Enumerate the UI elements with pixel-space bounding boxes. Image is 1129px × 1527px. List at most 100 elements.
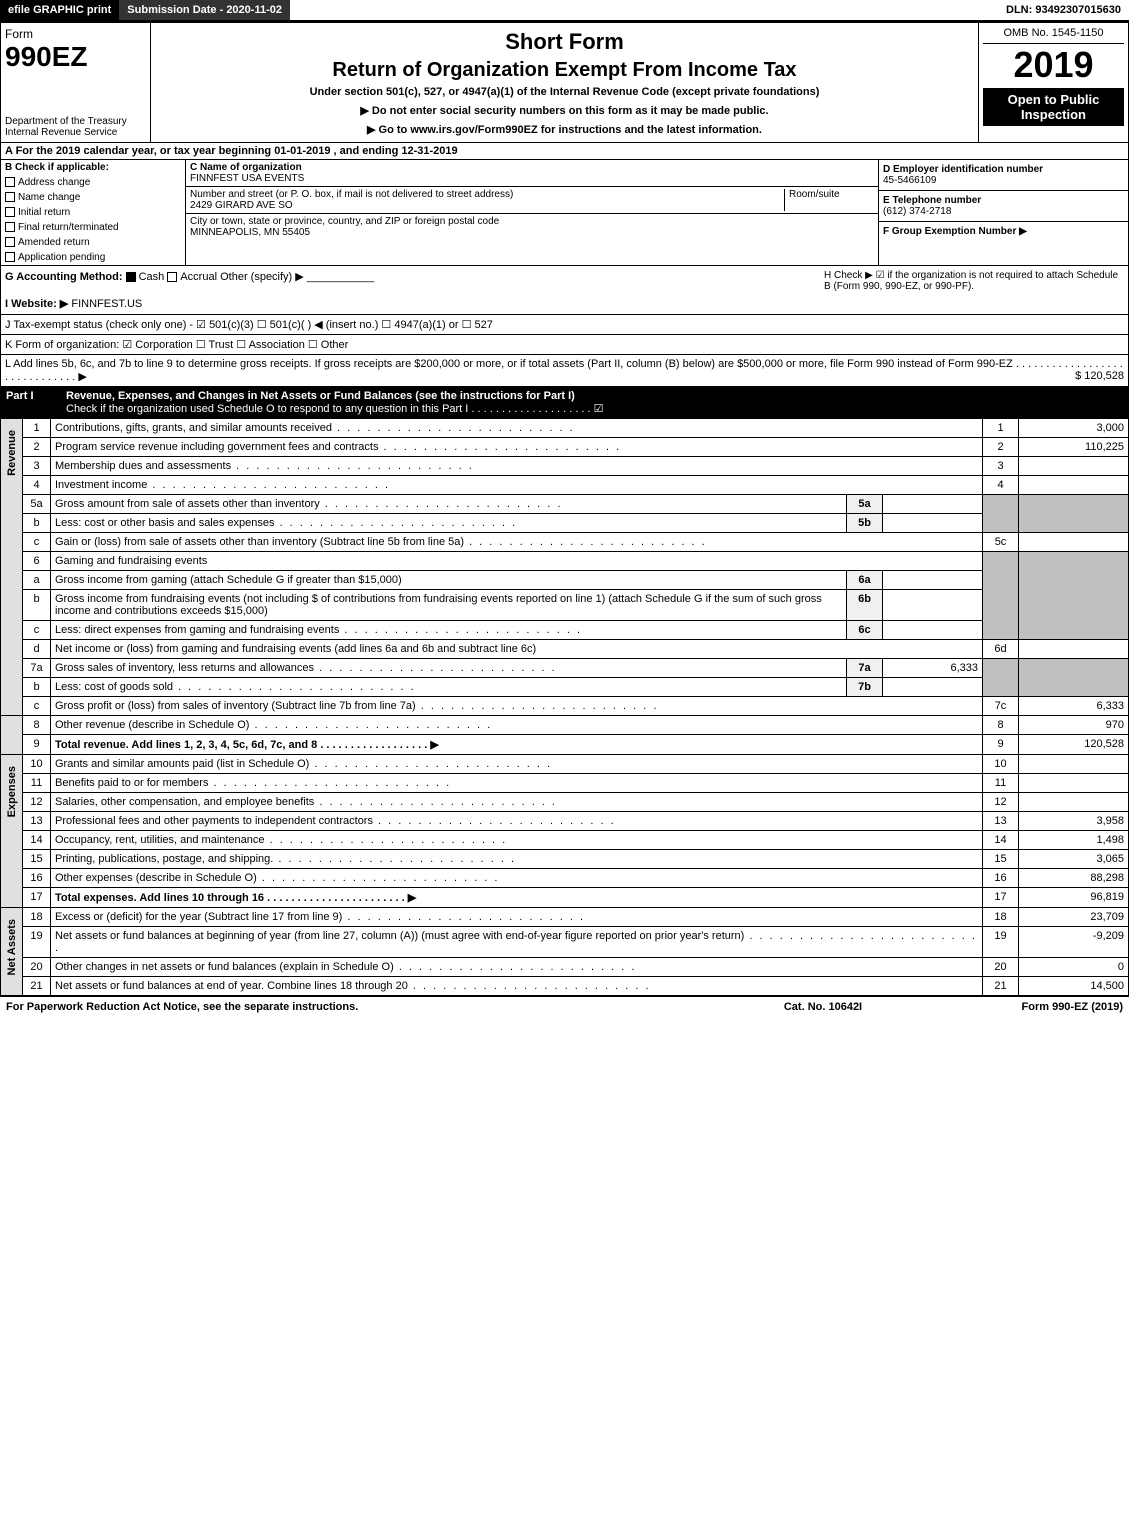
line-18-num: 18 xyxy=(23,908,51,927)
line-7b-desc: Less: cost of goods sold xyxy=(51,678,847,697)
cb-name-change[interactable]: Name change xyxy=(1,190,185,205)
line-15-num: 15 xyxy=(23,850,51,869)
line-7a-subval: 6,333 xyxy=(883,659,983,678)
line-1-desc: Contributions, gifts, grants, and simila… xyxy=(51,419,983,438)
d-label: D Employer identification number xyxy=(883,164,1043,175)
line-10-desc: Grants and similar amounts paid (list in… xyxy=(51,755,983,774)
room-label: Room/suite xyxy=(789,189,840,200)
line-6b-desc: Gross income from fundraising events (no… xyxy=(51,590,847,621)
city-label: City or town, state or province, country… xyxy=(190,216,499,227)
line-5ab-greynum xyxy=(983,495,1019,533)
line-7a-desc: Gross sales of inventory, less returns a… xyxy=(51,659,847,678)
line-16-amt: 88,298 xyxy=(1019,869,1129,888)
line-3-amt xyxy=(1019,457,1129,476)
expenses-side-label: Expenses xyxy=(1,755,23,908)
line-4-boxnum: 4 xyxy=(983,476,1019,495)
line-16-num: 16 xyxy=(23,869,51,888)
cb-amended-return[interactable]: Amended return xyxy=(1,235,185,250)
line-12-boxnum: 12 xyxy=(983,793,1019,812)
line-3-boxnum: 3 xyxy=(983,457,1019,476)
line-20-desc: Other changes in net assets or fund bala… xyxy=(51,958,983,977)
open-public: Open to Public Inspection xyxy=(983,88,1124,126)
row-j: J Tax-exempt status (check only one) - ☑… xyxy=(0,315,1129,335)
line-6a-sub: 6a xyxy=(847,571,883,590)
box-def: D Employer identification number 45-5466… xyxy=(878,160,1128,265)
part-1-header: Part I Revenue, Expenses, and Changes in… xyxy=(0,387,1129,418)
line-5a-subval xyxy=(883,495,983,514)
line-5c-num: c xyxy=(23,533,51,552)
line-3-num: 3 xyxy=(23,457,51,476)
line-12-desc: Salaries, other compensation, and employ… xyxy=(51,793,983,812)
website-value[interactable]: FINNFEST.US xyxy=(71,298,142,310)
line-2-desc: Program service revenue including govern… xyxy=(51,438,983,457)
street-address: 2429 GIRARD AVE SO xyxy=(190,200,293,211)
h-check[interactable]: H Check ▶ ☑ if the organization is not r… xyxy=(824,270,1124,310)
line-5c-amt xyxy=(1019,533,1129,552)
line-5a-num: 5a xyxy=(23,495,51,514)
line-19-amt: -9,209 xyxy=(1019,927,1129,958)
row-a-tax-year: A For the 2019 calendar year, or tax yea… xyxy=(0,143,1129,160)
cb-cash[interactable]: Cash xyxy=(126,271,165,283)
line-6-greyamt xyxy=(1019,552,1129,640)
cb-final-return[interactable]: Final return/terminated xyxy=(1,220,185,235)
row-gh: G Accounting Method: Cash Accrual Other … xyxy=(0,266,1129,315)
line-14-amt: 1,498 xyxy=(1019,831,1129,850)
goto-note[interactable]: ▶ Go to www.irs.gov/Form990EZ for instru… xyxy=(157,123,972,136)
line-21-amt: 14,500 xyxy=(1019,977,1129,996)
part-1-check: Check if the organization used Schedule … xyxy=(66,403,604,415)
line-6c-desc: Less: direct expenses from gaming and fu… xyxy=(51,621,847,640)
line-6c-subval xyxy=(883,621,983,640)
cb-address-change[interactable]: Address change xyxy=(1,175,185,190)
line-21-desc: Net assets or fund balances at end of ye… xyxy=(51,977,983,996)
line-6a-desc: Gross income from gaming (attach Schedul… xyxy=(51,571,847,590)
irs-label: Internal Revenue Service xyxy=(5,127,146,138)
cb-initial-return[interactable]: Initial return xyxy=(1,205,185,220)
line-6-desc: Gaming and fundraising events xyxy=(51,552,983,571)
line-6a-num: a xyxy=(23,571,51,590)
box-b-title: B Check if applicable: xyxy=(1,160,185,175)
top-toolbar: efile GRAPHIC print Submission Date - 20… xyxy=(0,0,1129,22)
line-6d-num: d xyxy=(23,640,51,659)
g-label: G Accounting Method: xyxy=(5,271,123,283)
title-return: Return of Organization Exempt From Incom… xyxy=(157,59,972,82)
netassets-side-label: Net Assets xyxy=(1,908,23,996)
line-6c-num: c xyxy=(23,621,51,640)
line-6d-boxnum: 6d xyxy=(983,640,1019,659)
line-7a-sub: 7a xyxy=(847,659,883,678)
line-14-boxnum: 14 xyxy=(983,831,1019,850)
line-6b-num: b xyxy=(23,590,51,621)
line-7c-boxnum: 7c xyxy=(983,697,1019,716)
line-11-boxnum: 11 xyxy=(983,774,1019,793)
line-21-num: 21 xyxy=(23,977,51,996)
footer: For Paperwork Reduction Act Notice, see … xyxy=(0,996,1129,1017)
line-2-amt: 110,225 xyxy=(1019,438,1129,457)
line-6-greynum xyxy=(983,552,1019,640)
entity-info-box: B Check if applicable: Address change Na… xyxy=(0,160,1129,266)
line-1-amt: 3,000 xyxy=(1019,419,1129,438)
line-8-desc: Other revenue (describe in Schedule O) xyxy=(51,716,983,735)
line-11-amt xyxy=(1019,774,1129,793)
line-8-num: 8 xyxy=(23,716,51,735)
cb-accrual[interactable]: Accrual xyxy=(167,271,217,283)
line-6-num: 6 xyxy=(23,552,51,571)
line-6a-subval xyxy=(883,571,983,590)
line-17-boxnum: 17 xyxy=(983,888,1019,908)
line-10-num: 10 xyxy=(23,755,51,774)
efile-tab[interactable]: efile GRAPHIC print xyxy=(0,0,119,20)
line-13-boxnum: 13 xyxy=(983,812,1019,831)
box-c: C Name of organization FINNFEST USA EVEN… xyxy=(186,160,878,265)
line-9-num: 9 xyxy=(23,735,51,755)
line-13-desc: Professional fees and other payments to … xyxy=(51,812,983,831)
title-short-form: Short Form xyxy=(157,29,972,55)
line-6d-amt xyxy=(1019,640,1129,659)
line-4-desc: Investment income xyxy=(51,476,983,495)
other-specify: Other (specify) ▶ xyxy=(220,271,304,283)
line-7c-num: c xyxy=(23,697,51,716)
e-label: E Telephone number xyxy=(883,195,981,206)
line-7c-desc: Gross profit or (loss) from sales of inv… xyxy=(51,697,983,716)
line-19-desc: Net assets or fund balances at beginning… xyxy=(51,927,983,958)
tax-year: 2019 xyxy=(983,44,1124,86)
line-4-num: 4 xyxy=(23,476,51,495)
cb-application-pending[interactable]: Application pending xyxy=(1,250,185,265)
dln-label: DLN: 93492307015630 xyxy=(998,0,1129,20)
